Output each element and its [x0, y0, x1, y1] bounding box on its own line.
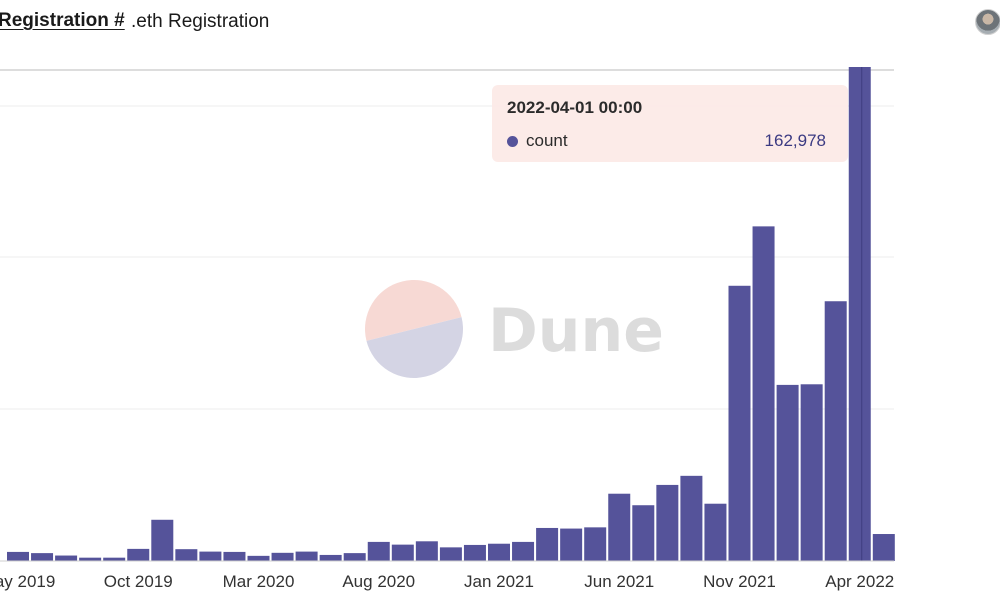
bar-2022-01[interactable] [776, 384, 799, 561]
user-avatar[interactable] [975, 9, 1000, 35]
bar-2019-05[interactable] [7, 551, 29, 561]
bar-2022-04[interactable] [848, 67, 871, 561]
bar-2019-08[interactable] [79, 557, 102, 561]
bar-2020-09[interactable] [391, 544, 414, 561]
bars [7, 67, 895, 561]
tooltip-series-name: count [526, 131, 568, 150]
x-tick-label: Oct 2019 [104, 572, 173, 591]
bar-2019-09[interactable] [103, 557, 126, 561]
x-tick-label: Nov 2021 [703, 572, 776, 591]
bar-2020-08[interactable] [367, 541, 390, 561]
bar-2022-02[interactable] [800, 384, 823, 561]
bar-2020-02[interactable] [223, 551, 246, 561]
bar-2021-05[interactable] [584, 527, 607, 561]
chart-header: Registration # .eth Registration [0, 0, 1000, 46]
bar-2019-06[interactable] [31, 553, 54, 561]
watermark-text: Dune [488, 296, 664, 366]
bar-2020-12[interactable] [463, 544, 486, 561]
query-title-link[interactable]: Registration # [0, 10, 125, 31]
tooltip-date: 2022-04-01 00:00 [507, 98, 643, 117]
bar-2021-08[interactable] [656, 484, 679, 561]
bar-2021-12[interactable] [752, 226, 775, 561]
x-tick-label: Jun 2021 [584, 572, 654, 591]
bar-2020-04[interactable] [271, 552, 294, 561]
bar-2019-07[interactable] [55, 555, 78, 561]
bar-2019-10[interactable] [127, 548, 150, 561]
bar-2020-03[interactable] [247, 555, 270, 561]
bar-2019-12[interactable] [175, 549, 198, 561]
bar-2020-01[interactable] [199, 551, 222, 561]
bar-2020-10[interactable] [415, 541, 438, 561]
bar-2020-05[interactable] [295, 551, 318, 561]
bar-tooltip: 2022-04-01 00:00 count 162,978 [492, 85, 848, 162]
bar-2020-11[interactable] [439, 547, 462, 561]
bar-2021-06[interactable] [608, 493, 631, 561]
x-tick-label: Jan 2021 [464, 572, 534, 591]
bar-2021-04[interactable] [560, 528, 583, 561]
dune-watermark: Dune [364, 279, 664, 379]
bar-2021-11[interactable] [728, 285, 751, 561]
bar-2021-07[interactable] [632, 505, 655, 561]
bar-2020-06[interactable] [319, 554, 342, 561]
watermark-logo-bottom-half [366, 317, 463, 379]
x-tick-label: Aug 2020 [342, 572, 415, 591]
tooltip-value: 162,978 [764, 131, 826, 150]
bar-2022-05[interactable] [872, 534, 895, 561]
bar-2022-03[interactable] [824, 301, 847, 561]
x-tick-label: Apr 2022 [825, 572, 894, 591]
bar-2021-09[interactable] [680, 475, 703, 561]
visualization-title: .eth Registration [131, 11, 270, 32]
bar-2021-02[interactable] [512, 541, 535, 561]
tooltip-series-dot [507, 136, 518, 147]
bar-2021-01[interactable] [488, 543, 510, 561]
bar-2019-11[interactable] [151, 519, 174, 561]
x-tick-label: Mar 2020 [223, 572, 295, 591]
x-axis-ticks: May 2019 Oct 2019 Mar 2020 Aug 2020 Jan 2021… [0, 572, 894, 591]
bar-2020-07[interactable] [343, 553, 366, 561]
bar-2021-03[interactable] [536, 527, 559, 561]
watermark-logo-top-half [364, 279, 462, 341]
bar-2021-10[interactable] [704, 503, 727, 561]
x-tick-label: May 2019 [0, 572, 55, 591]
